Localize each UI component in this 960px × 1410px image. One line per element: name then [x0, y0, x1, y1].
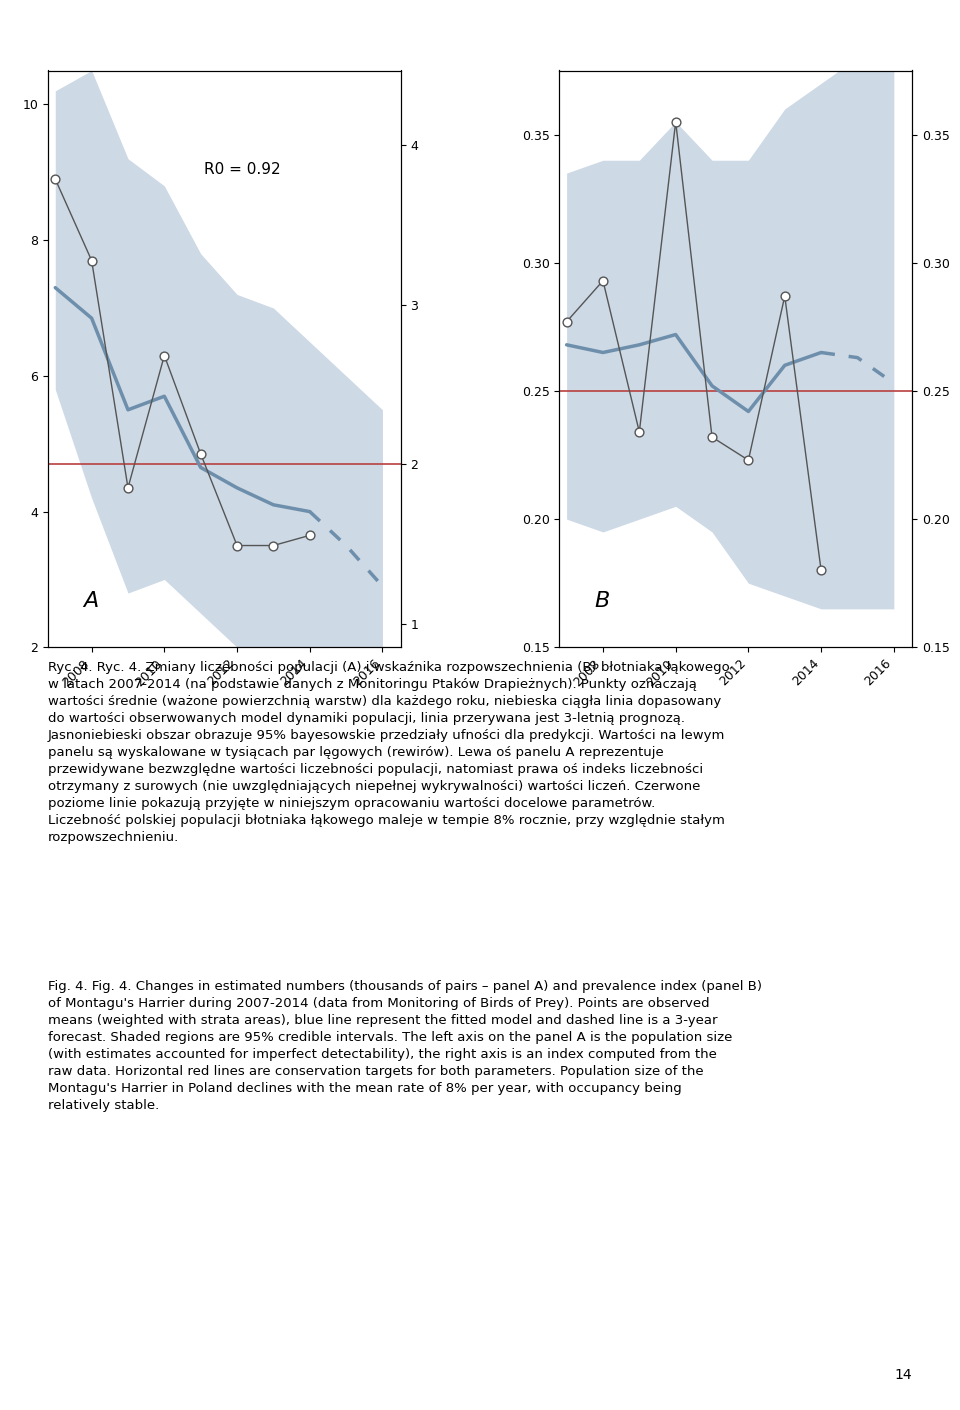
Point — [777, 285, 792, 307]
Text: 14: 14 — [895, 1368, 912, 1382]
Point — [120, 477, 135, 499]
Point — [266, 534, 281, 557]
Text: Ryc. 4. Ryc. 4. Zmiany liczebności populacji (A) i wskaźnika rozpowszechnienia (: Ryc. 4. Ryc. 4. Zmiany liczebności popul… — [48, 661, 730, 845]
Point — [229, 534, 245, 557]
Point — [668, 110, 684, 133]
Text: Fig. 4. Fig. 4. Changes in estimated numbers (thousands of pairs – panel A) and : Fig. 4. Fig. 4. Changes in estimated num… — [48, 980, 762, 1111]
Point — [595, 269, 611, 292]
Point — [302, 525, 318, 547]
Point — [741, 448, 756, 471]
Point — [193, 443, 208, 465]
Text: A: A — [83, 591, 98, 611]
Point — [705, 426, 720, 448]
Text: R0 = 0.92: R0 = 0.92 — [204, 162, 280, 178]
Point — [156, 344, 172, 367]
Text: B: B — [594, 591, 610, 611]
Point — [559, 310, 574, 333]
Point — [632, 420, 647, 443]
Point — [48, 168, 63, 190]
Point — [84, 250, 99, 272]
Point — [813, 560, 828, 582]
